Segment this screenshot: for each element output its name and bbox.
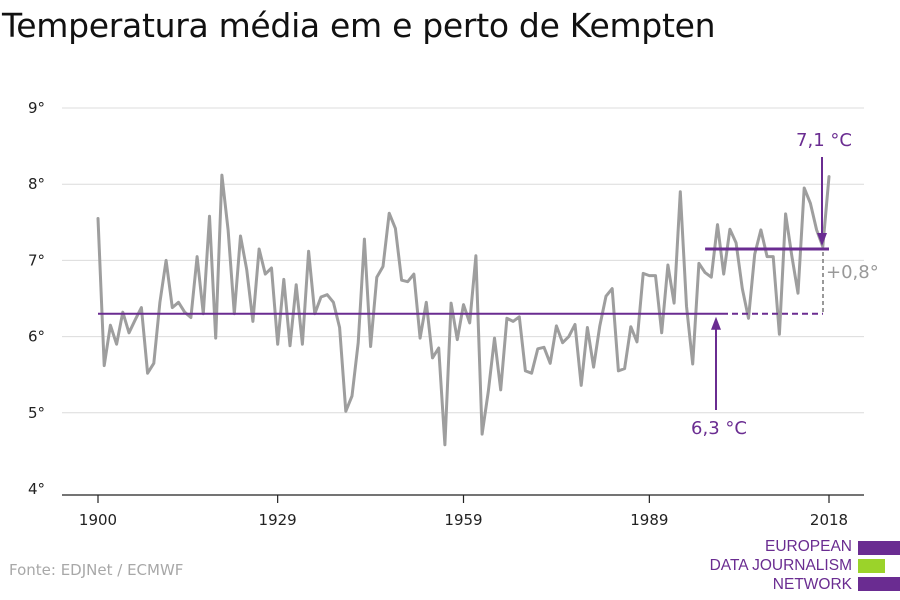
recent-arrow-head bbox=[817, 232, 827, 246]
x-tick-label: 1900 bbox=[79, 511, 117, 529]
logo-bar-3 bbox=[858, 577, 900, 591]
logo-line-3: NETWORK bbox=[772, 576, 852, 593]
source-note: Fonte: EDJNet / ECMWF bbox=[9, 561, 184, 579]
y-tick-label: 7° bbox=[28, 251, 45, 269]
y-tick-label: 8° bbox=[28, 175, 45, 193]
x-tick-label: 1929 bbox=[259, 511, 297, 529]
y-tick-label: 4° bbox=[28, 480, 45, 498]
y-tick-label: 6° bbox=[28, 328, 45, 346]
y-tick-label: 5° bbox=[28, 404, 45, 422]
recent-label: 7,1 °C bbox=[796, 130, 852, 151]
x-axis: 1900 1929 1959 1989 2018 bbox=[62, 494, 864, 529]
x-tick-label: 2018 bbox=[810, 511, 848, 529]
y-axis-ticks: 4° 5° 6° 7° 8° 9° bbox=[28, 99, 45, 498]
logo-bar-2 bbox=[858, 559, 885, 573]
series-line-group bbox=[96, 173, 831, 447]
baseline-label: 6,3 °C bbox=[691, 418, 747, 439]
y-tick-label: 9° bbox=[28, 99, 45, 117]
x-tick-label: 1989 bbox=[630, 511, 668, 529]
x-tick-label: 1959 bbox=[444, 511, 482, 529]
gridlines bbox=[62, 107, 864, 414]
logo-bar-1 bbox=[858, 541, 900, 555]
difference-label: +0,8° bbox=[826, 262, 879, 283]
logo-line-2: DATA JOURNALISM bbox=[709, 557, 852, 574]
edjnet-logo: EUROPEAN DATA JOURNALISM NETWORK bbox=[700, 538, 900, 596]
annotations: +0,8° 6,3 °C 7,1 °C bbox=[98, 130, 879, 439]
baseline-arrow-head bbox=[711, 316, 721, 330]
chart-title: Temperatura média em e perto de Kempten bbox=[2, 6, 716, 45]
series-line bbox=[96, 173, 831, 447]
logo-line-1: EUROPEAN bbox=[765, 538, 852, 555]
